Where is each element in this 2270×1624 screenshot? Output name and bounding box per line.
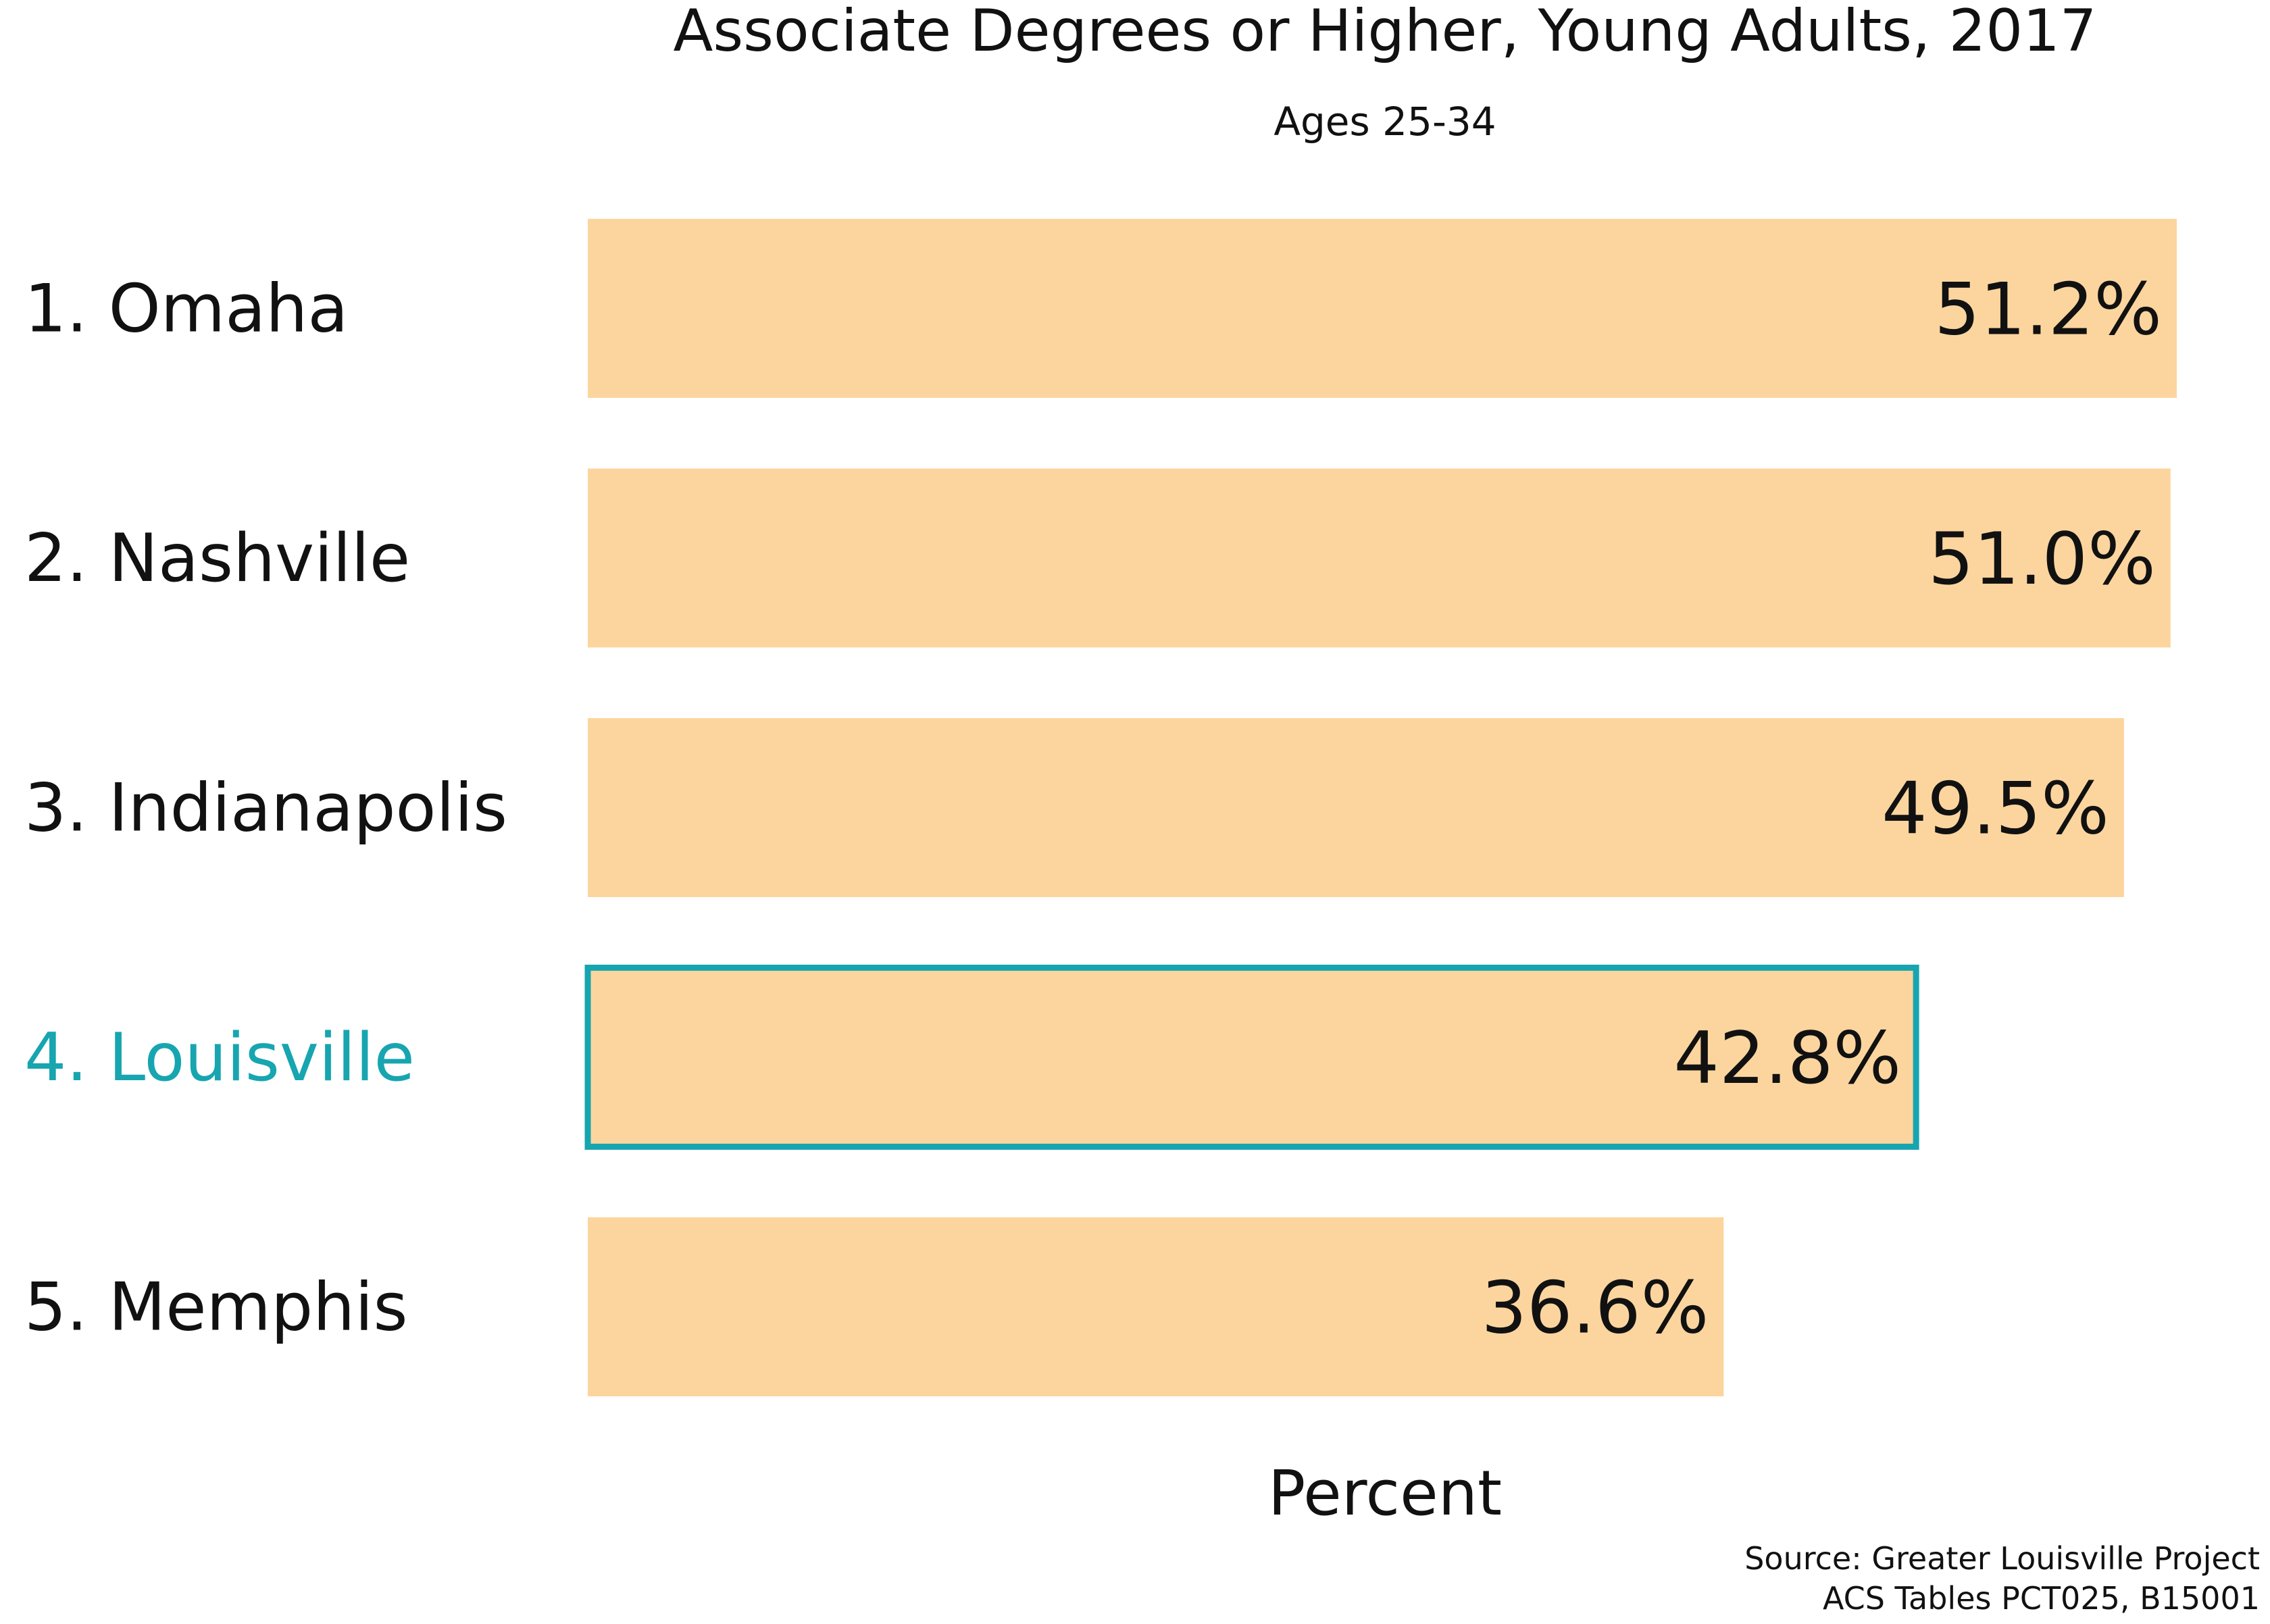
bar-memphis bbox=[588, 1217, 1724, 1396]
category-label-indianapolis: 3. Indianapolis bbox=[24, 770, 507, 847]
category-label-nashville: 2. Nashville bbox=[24, 520, 410, 597]
x-axis-label: Percent bbox=[1268, 1457, 1502, 1529]
category-label-memphis: 5. Memphis bbox=[24, 1269, 408, 1346]
chart-title: Associate Degrees or Higher, Young Adult… bbox=[674, 0, 2097, 65]
bar-nashville bbox=[588, 468, 2171, 648]
bars-group: 1. Omaha 51.2% 2. Nashville 51.0% 3. Indiana… bbox=[24, 219, 2177, 1396]
data-label-omaha: 51.2% bbox=[1934, 268, 2162, 351]
data-label-memphis: 36.6% bbox=[1482, 1267, 1709, 1350]
chart-subtitle: Ages 25-34 bbox=[1273, 99, 1496, 145]
bar-louisville bbox=[584, 965, 1919, 1150]
category-label-louisville: 4. Louisville bbox=[24, 1019, 415, 1096]
bar-omaha bbox=[588, 219, 2177, 398]
category-label-omaha: 1. Omaha bbox=[24, 271, 348, 348]
data-label-louisville: 42.8% bbox=[1673, 1017, 1901, 1100]
source-line-2: ACS Tables PCT025, B15001 bbox=[1823, 1580, 2260, 1617]
data-label-nashville: 51.0% bbox=[1928, 517, 2156, 601]
source-line-1: Source: Greater Louisville Project bbox=[1744, 1540, 2260, 1577]
data-label-indianapolis: 49.5% bbox=[1882, 767, 2109, 851]
bar-indianapolis bbox=[588, 718, 2124, 897]
